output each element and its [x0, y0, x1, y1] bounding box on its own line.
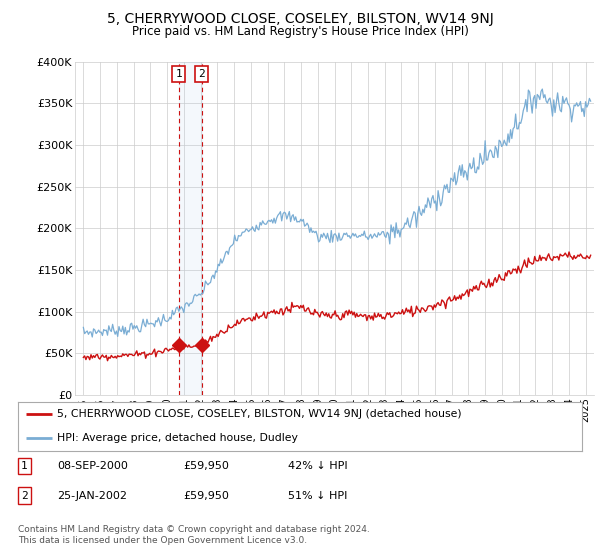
Text: 08-SEP-2000: 08-SEP-2000: [57, 461, 128, 471]
Text: 1: 1: [21, 461, 28, 471]
Text: 1: 1: [175, 69, 182, 79]
Text: 2: 2: [21, 491, 28, 501]
Text: 51% ↓ HPI: 51% ↓ HPI: [288, 491, 347, 501]
Text: 42% ↓ HPI: 42% ↓ HPI: [288, 461, 347, 471]
Text: £59,950: £59,950: [183, 461, 229, 471]
Text: 25-JAN-2002: 25-JAN-2002: [57, 491, 127, 501]
Text: 2: 2: [199, 69, 205, 79]
Text: 5, CHERRYWOOD CLOSE, COSELEY, BILSTON, WV14 9NJ (detached house): 5, CHERRYWOOD CLOSE, COSELEY, BILSTON, W…: [58, 409, 462, 419]
Text: £59,950: £59,950: [183, 491, 229, 501]
Text: Price paid vs. HM Land Registry's House Price Index (HPI): Price paid vs. HM Land Registry's House …: [131, 25, 469, 38]
Text: 5, CHERRYWOOD CLOSE, COSELEY, BILSTON, WV14 9NJ: 5, CHERRYWOOD CLOSE, COSELEY, BILSTON, W…: [107, 12, 493, 26]
Text: HPI: Average price, detached house, Dudley: HPI: Average price, detached house, Dudl…: [58, 433, 298, 444]
Text: Contains HM Land Registry data © Crown copyright and database right 2024.
This d: Contains HM Land Registry data © Crown c…: [18, 525, 370, 545]
Bar: [179, 62, 202, 395]
